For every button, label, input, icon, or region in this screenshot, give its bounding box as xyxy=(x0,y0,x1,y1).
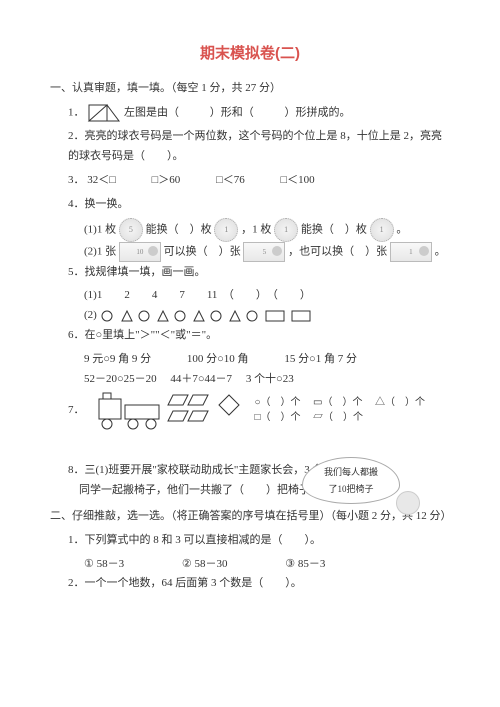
speech-bubble: 我们每人都搬 了10把椅子 xyxy=(302,457,400,503)
q3-b: □＞60 xyxy=(152,174,181,186)
trapezoid-icon xyxy=(87,103,121,123)
q7: 7． ○（ ）个 ▭（ ）个 △（ ）个 □（ ）个 ▱（ ）个 xyxy=(68,389,450,431)
coin-1-icon: 1 xyxy=(214,218,238,242)
section-1-head: 一、认真审题，填一填。（每空 1 分，共 27 分） xyxy=(50,79,450,99)
q1-text-b: ）形和（ xyxy=(210,106,254,118)
banknote-10-icon: 10 xyxy=(119,242,161,262)
q6-r2a: 52－20○25－20 xyxy=(84,373,157,385)
q5-l2: (2) xyxy=(84,306,450,326)
coin-1c-icon: 1 xyxy=(370,218,394,242)
q8: 8．三(1)班要开展"家校联动助成长"主题家长会，3 名 同学一起搬椅子，他们一… xyxy=(68,461,450,501)
q3-d: □＜100 xyxy=(280,174,314,186)
s2-q2-text: 一个一个地数，64 后面第 3 个数是（ ）。 xyxy=(85,577,302,589)
banknote-5-icon: 5 xyxy=(243,242,285,262)
coin-5-icon: 5 xyxy=(119,218,143,242)
q7-counts: ○（ ）个 ▭（ ）个 △（ ）个 □（ ）个 ▱（ ）个 xyxy=(255,395,426,425)
q1-text-a: 左图是由（ xyxy=(124,106,179,118)
q6-text: 在○里填上"＞""＜"或"＝"。 xyxy=(85,329,218,341)
q6-r1c: 15 分○1 角 7 分 xyxy=(284,353,357,365)
q5-text: 找规律填一填，画一画。 xyxy=(85,266,206,278)
q8-l2: 同学一起搬椅子，他们一共搬了（ ）把椅子。 xyxy=(79,484,321,496)
s2-q1-a: ① 58－3 xyxy=(84,558,124,570)
s2-q1-opts: ① 58－3 ② 58－30 ③ 85－3 xyxy=(84,555,450,575)
count-circle: ○（ ）个 xyxy=(255,397,301,408)
bubble-l1: 我们每人都搬 xyxy=(324,467,378,477)
q4-text: 换一换。 xyxy=(85,198,129,210)
q4-l1a: (1)1 枚 xyxy=(84,224,116,236)
q1-text-c: ）形拼成的。 xyxy=(285,106,351,118)
s2-q1-text: 下列算式中的 8 和 3 可以直接相减的是（ ）。 xyxy=(85,534,322,546)
count-para: ▱（ ）个 xyxy=(313,412,363,423)
q4-l2c: ，也可以换（ ）张 xyxy=(288,246,387,258)
q4-l1c: ，1 枚 xyxy=(241,224,271,236)
train-shapes-icon xyxy=(95,389,245,431)
q4-l1e: 。 xyxy=(396,224,407,236)
q8-l1: 三(1)班要开展"家校联动助成长"主题家长会，3 名 xyxy=(85,464,324,476)
q5-l2pre: (2) xyxy=(84,309,97,321)
q4-l1d: 能换（ ）枚 xyxy=(301,224,367,236)
banknote-1-icon: 1 xyxy=(390,242,432,262)
q3-a: 32＜□ xyxy=(87,174,116,186)
q4-line1: (1)1 枚 5 能换（ ）枚 1 ，1 枚 1 能换（ ）枚 1 。 xyxy=(84,218,450,242)
s2-q2: 2．一个一个地数，64 后面第 3 个数是（ ）。 xyxy=(68,574,450,594)
q4-line2: (2)1 张 10 可以换（ ）张 5 ，也可以换（ ）张 1 。 xyxy=(84,242,450,262)
s2-q1-b: ② 58－30 xyxy=(182,558,228,570)
count-tri: △（ ）个 xyxy=(375,397,425,408)
q8-num: 8． xyxy=(68,464,85,476)
count-square: □（ ）个 xyxy=(255,412,301,423)
s2-q1-c: ③ 85－3 xyxy=(285,558,325,570)
q5-l1: (1)1 2 4 7 11 （ ） （ ） xyxy=(84,286,450,306)
bubble-l2: 了10把椅子 xyxy=(328,484,373,494)
q4-l1b: 能换（ ）枚 xyxy=(146,224,212,236)
coin-1b-icon: 1 xyxy=(274,218,298,242)
q4-l2d: 。 xyxy=(435,246,446,258)
q2-text: 亮亮的球衣号码是一个两位数，这个号码的个位上是 8，十位上是 2，亮亮的球衣号码… xyxy=(68,130,442,162)
q6-r2b: 44＋7○44－7 xyxy=(170,373,232,385)
q6-r1b: 100 分○10 角 xyxy=(187,353,249,365)
q6-r2c: 3 个十○23 xyxy=(246,373,294,385)
q4-num: 4． xyxy=(68,198,85,210)
q2: 2．亮亮的球衣号码是一个两位数，这个号码的个位上是 8，十位上是 2，亮亮的球衣… xyxy=(68,127,450,167)
section-2-head: 二、仔细推敲，选一选。（将正确答案的序号填在括号里）（每小题 2 分，共 12 … xyxy=(50,507,450,527)
q4-l2a: (2)1 张 xyxy=(84,246,116,258)
q5-num: 5． xyxy=(68,266,85,278)
pattern-shapes-icon xyxy=(100,309,320,323)
count-rect: ▭（ ）个 xyxy=(313,397,362,408)
q6-row2: 52－20○25－20 44＋7○44－7 3 个十○23 xyxy=(84,370,450,390)
q2-num: 2． xyxy=(68,130,85,142)
s2-q1: 1．下列算式中的 8 和 3 可以直接相减的是（ ）。 xyxy=(68,531,450,551)
s2-q2-num: 2． xyxy=(68,577,85,589)
q6: 6．在○里填上"＞""＜"或"＝"。 xyxy=(68,326,450,346)
page-title: 期末模拟卷(二) xyxy=(50,40,450,67)
q4-l2b: 可以换（ ）张 xyxy=(164,246,241,258)
q1: 1． 左图是由（ ）形和（ ）形拼成的。 xyxy=(68,103,450,123)
q3-c: □＜76 xyxy=(216,174,245,186)
q6-num: 6． xyxy=(68,329,85,341)
q3-num: 3． xyxy=(68,174,85,186)
q6-r1a: 9 元○9 角 9 分 xyxy=(84,353,151,365)
q4: 4．换一换。 xyxy=(68,195,450,215)
q7-num: 7． xyxy=(68,401,85,421)
q1-num: 1． xyxy=(68,106,85,118)
q3: 3． 32＜□ □＞60 □＜76 □＜100 xyxy=(68,171,450,191)
s2-q1-num: 1． xyxy=(68,534,85,546)
q5: 5．找规律填一填，画一画。 xyxy=(68,263,450,283)
q6-row1: 9 元○9 角 9 分 100 分○10 角 15 分○1 角 7 分 xyxy=(84,350,450,370)
